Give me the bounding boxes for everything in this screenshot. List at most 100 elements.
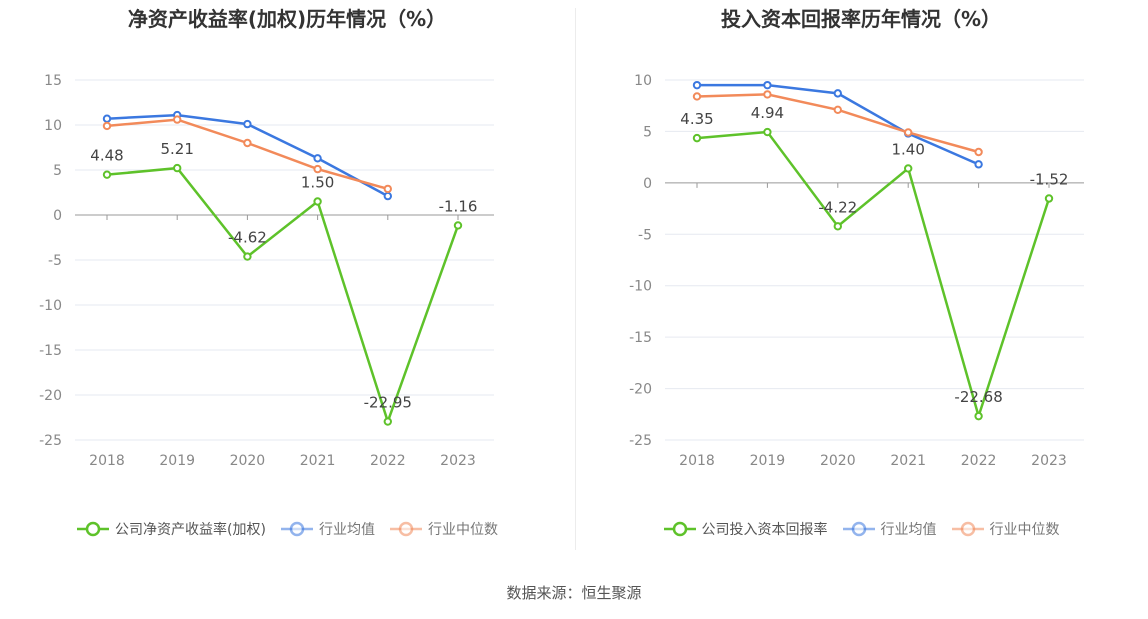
series-line-median (696, 93, 979, 154)
data-point-median (833, 105, 842, 115)
data-label: 1.50 (301, 174, 334, 192)
legend-marker-icon (951, 521, 984, 537)
legend-marker-icon (77, 521, 110, 537)
legend-marker-icon (280, 521, 313, 537)
data-point-avg (692, 80, 702, 90)
legend-marker-icon (842, 521, 875, 537)
roic-chart-title: 投入资本回报率历年情况（%） (720, 7, 1002, 31)
series-line-company (696, 130, 1051, 421)
data-point-company (243, 252, 252, 261)
data-point-avg (313, 154, 322, 163)
x-tick-label: 2022 (961, 453, 997, 469)
data-point-avg (102, 114, 112, 123)
series-line-company (106, 166, 460, 426)
data-point-median (904, 128, 913, 137)
legend-label: 公司投入资本回报率 (701, 522, 828, 538)
data-point-avg (383, 191, 392, 201)
data-point-median (692, 92, 702, 101)
data-point-median (974, 147, 983, 157)
legend-label: 公司净资产收益率(加权) (115, 522, 266, 538)
legend-marker-icon (663, 521, 696, 537)
roe-chart-panel: 净资产收益率(加权)历年情况（%） 15 10 5 0 -5 -10 -15 -20 -25 20… (0, 0, 574, 560)
y-tick-label: -20 (39, 388, 62, 404)
y-tick-label: -10 (39, 298, 62, 314)
roic-chart-legend: 公司投入资本回报率 行业均值 行业中位数 (574, 519, 1148, 539)
legend-label: 行业中位数 (427, 522, 498, 538)
data-point-median (313, 164, 322, 174)
data-label: -4.22 (818, 198, 857, 216)
data-point-company (453, 221, 463, 230)
data-label: -4.62 (228, 229, 267, 247)
y-tick-label: 0 (53, 208, 62, 224)
x-tick-label: 2021 (300, 453, 336, 469)
roe-chart-legend: 公司净资产收益率(加权) 行业均值 行业中位数 (0, 519, 574, 539)
y-tick-label: 10 (634, 73, 652, 89)
legend-item-company[interactable]: 公司投入资本回报率 (663, 519, 828, 539)
data-point-company (313, 197, 322, 206)
data-point-avg (763, 80, 772, 90)
legend-item-avg[interactable]: 行业均值 (842, 519, 937, 539)
data-label: -22.68 (954, 388, 1002, 406)
y-tick-label: -25 (629, 433, 652, 449)
y-tick-label: -5 (638, 227, 652, 243)
data-label: 1.40 (891, 140, 924, 158)
data-label: 5.21 (160, 140, 193, 158)
data-point-median (173, 115, 182, 124)
data-point-median (383, 184, 392, 194)
data-label: 4.48 (90, 147, 123, 165)
legend-label: 行业中位数 (989, 522, 1060, 538)
y-tick-label: -10 (629, 279, 652, 295)
data-point-company (692, 133, 702, 143)
data-point-company (1044, 194, 1054, 203)
x-tick-label: 2019 (750, 453, 786, 469)
x-tick-label: 2018 (89, 453, 125, 469)
data-label: 4.94 (751, 104, 784, 122)
data-point-median (763, 90, 772, 99)
y-tick-label: -5 (48, 253, 62, 269)
legend-marker-icon (389, 521, 422, 537)
data-point-median (102, 121, 112, 131)
x-tick-label: 2020 (820, 453, 856, 469)
legend-item-avg[interactable]: 行业均值 (280, 519, 375, 539)
x-tick-label: 2023 (440, 453, 476, 469)
roic-chart-panel: 投入资本回报率历年情况（%） 10 5 0 -5 -10 -15 -20 -25 2018 201… (574, 0, 1148, 560)
data-point-median (243, 138, 252, 148)
legend-label: 行业均值 (880, 522, 937, 538)
y-tick-label: -25 (39, 433, 62, 449)
x-tick-label: 2020 (230, 453, 266, 469)
data-point-company (383, 417, 392, 426)
roe-chart-plot: 15 10 5 0 -5 -10 -15 -20 -25 2018 2019 2020 2021 2022… (39, 73, 494, 469)
data-point-avg (833, 89, 842, 98)
data-label: -1.52 (1030, 170, 1069, 188)
y-tick-label: 15 (44, 73, 62, 89)
y-tick-label: 0 (643, 176, 652, 192)
y-tick-label: 5 (643, 124, 652, 140)
roe-chart-title: 净资产收益率(加权)历年情况（%） (127, 7, 447, 31)
data-point-company (173, 163, 182, 173)
x-tick-label: 2023 (1031, 453, 1067, 469)
legend-item-median[interactable]: 行业中位数 (951, 519, 1060, 539)
data-point-avg (974, 160, 983, 169)
data-point-avg (243, 119, 252, 129)
data-source-note: 数据来源：恒生聚源 (506, 584, 642, 602)
legend-item-median[interactable]: 行业中位数 (389, 519, 498, 539)
data-label: -1.16 (439, 197, 478, 215)
x-tick-label: 2019 (159, 453, 195, 469)
legend-label: 行业均值 (318, 522, 375, 538)
data-point-company (904, 164, 913, 173)
data-point-company (102, 170, 112, 179)
data-point-company (833, 222, 842, 231)
legend-item-company[interactable]: 公司净资产收益率(加权) (76, 519, 266, 539)
data-point-company (763, 127, 772, 137)
roic-chart-plot: 10 5 0 -5 -10 -15 -20 -25 2018 2019 2020 2021 2022 20… (629, 73, 1084, 469)
y-tick-label: -15 (39, 343, 62, 359)
data-label: -22.95 (364, 394, 412, 412)
panel-divider (575, 8, 576, 550)
data-point-company (974, 411, 983, 421)
y-tick-label: -15 (629, 330, 652, 346)
y-tick-label: 10 (44, 118, 62, 134)
x-tick-label: 2018 (679, 453, 715, 469)
x-tick-label: 2022 (370, 453, 406, 469)
data-label: 4.35 (680, 110, 713, 128)
y-tick-label: -20 (629, 382, 652, 398)
